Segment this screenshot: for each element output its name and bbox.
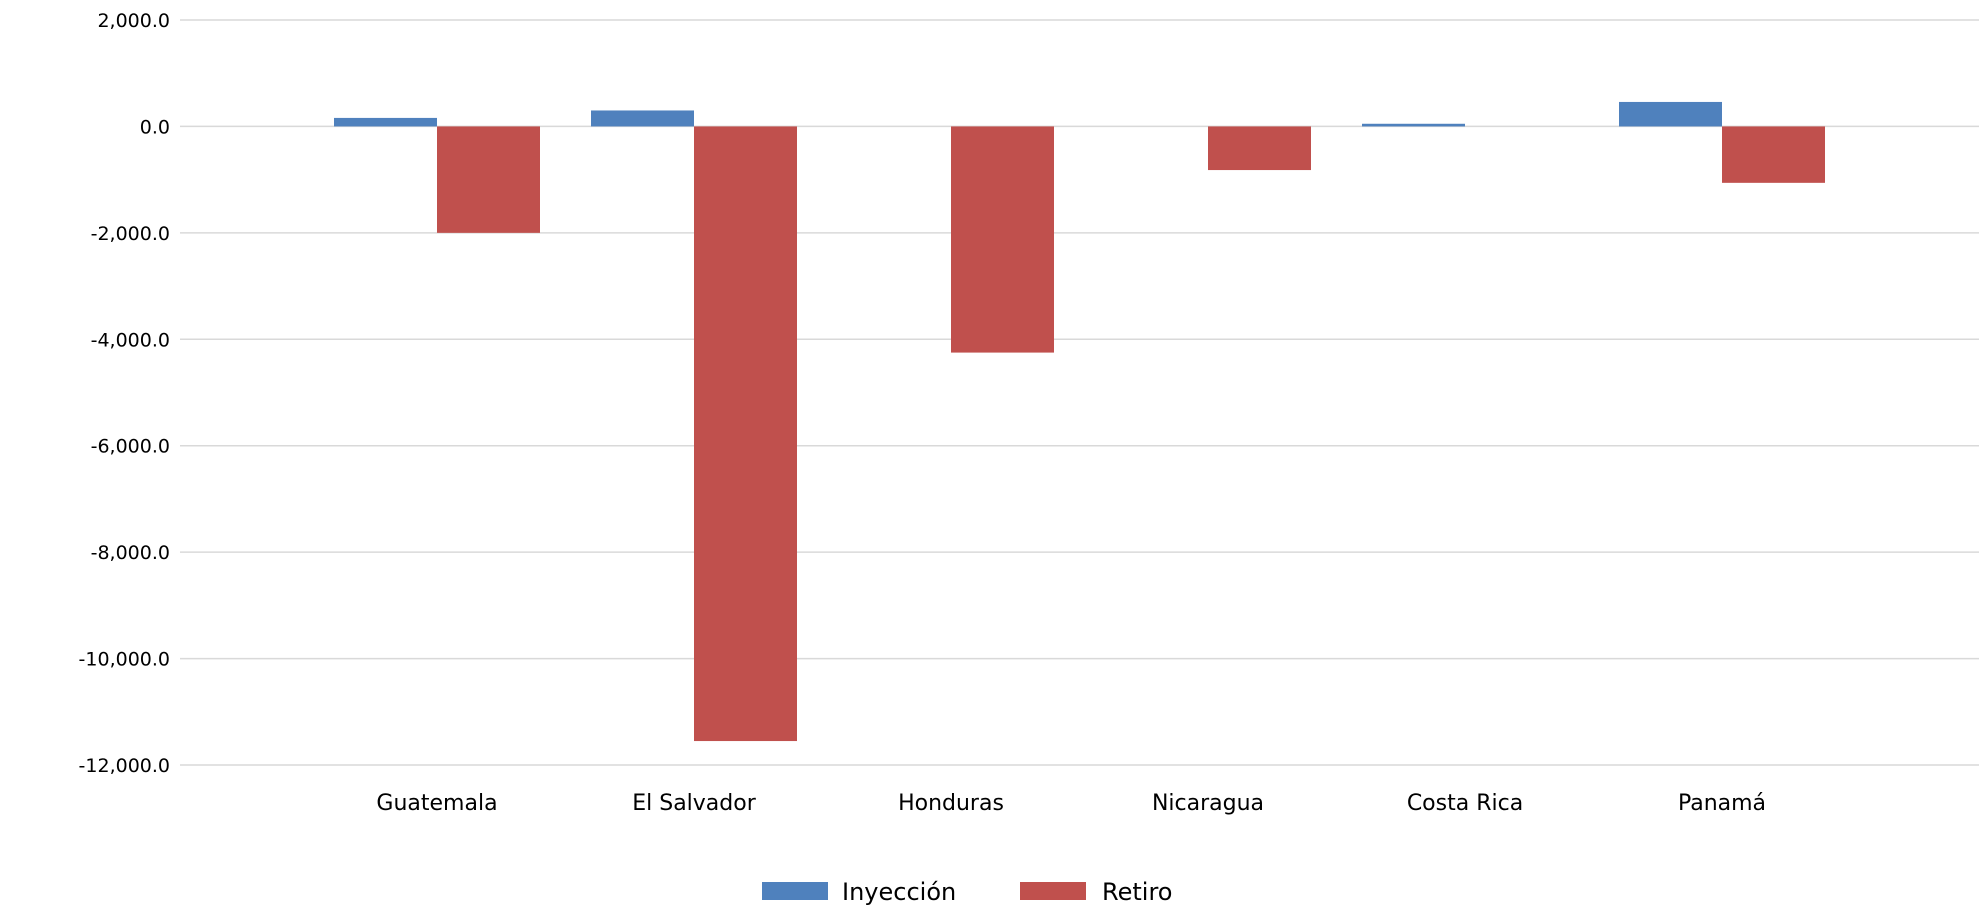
bar-inyeccion-costa-rica [1362, 123, 1465, 127]
x-tick-label: Guatemala [376, 791, 497, 816]
x-tick-label: Costa Rica [1407, 791, 1523, 816]
x-tick-label: Nicaragua [1152, 791, 1264, 816]
y-tick-label: -2,000.0 [91, 223, 170, 245]
y-tick-label: -8,000.0 [91, 542, 170, 564]
bars [334, 101, 1825, 742]
y-tick-label: -10,000.0 [79, 649, 170, 671]
legend-label-inyeccion: Inyección [842, 878, 956, 906]
x-tick-label: Panamá [1678, 791, 1766, 816]
y-tick-label: -6,000.0 [91, 436, 170, 458]
y-axis-tick-labels: 2,000.0 0.0 -2,000.0 -4,000.0 -6,000.0 -8,000… [79, 10, 170, 777]
legend-label-retiro: Retiro [1102, 878, 1172, 906]
legend-swatch-retiro [1020, 882, 1086, 900]
y-tick-label: -12,000.0 [79, 755, 170, 777]
legend-swatch-inyeccion [762, 882, 828, 900]
y-tick-label: 0.0 [140, 116, 170, 138]
bar-inyeccion-el-salvador [591, 110, 694, 127]
y-tick-label: 2,000.0 [97, 10, 170, 32]
x-axis-tick-labels: Guatemala El Salvador Honduras Nicaragua Cos… [376, 791, 1766, 816]
bar-inyeccion-panam- [1619, 101, 1722, 127]
bar-retiro-honduras [951, 126, 1054, 353]
x-tick-label: El Salvador [632, 791, 756, 816]
bar-retiro-nicaragua [1208, 126, 1311, 171]
legend: Inyección Retiro [762, 878, 1172, 906]
bar-retiro-panam- [1722, 126, 1825, 183]
y-tick-label: -4,000.0 [91, 329, 170, 351]
bar-retiro-guatemala [437, 126, 540, 233]
bar-retiro-el-salvador [694, 126, 797, 742]
bar-inyeccion-guatemala [334, 117, 437, 127]
x-tick-label: Honduras [898, 791, 1004, 816]
